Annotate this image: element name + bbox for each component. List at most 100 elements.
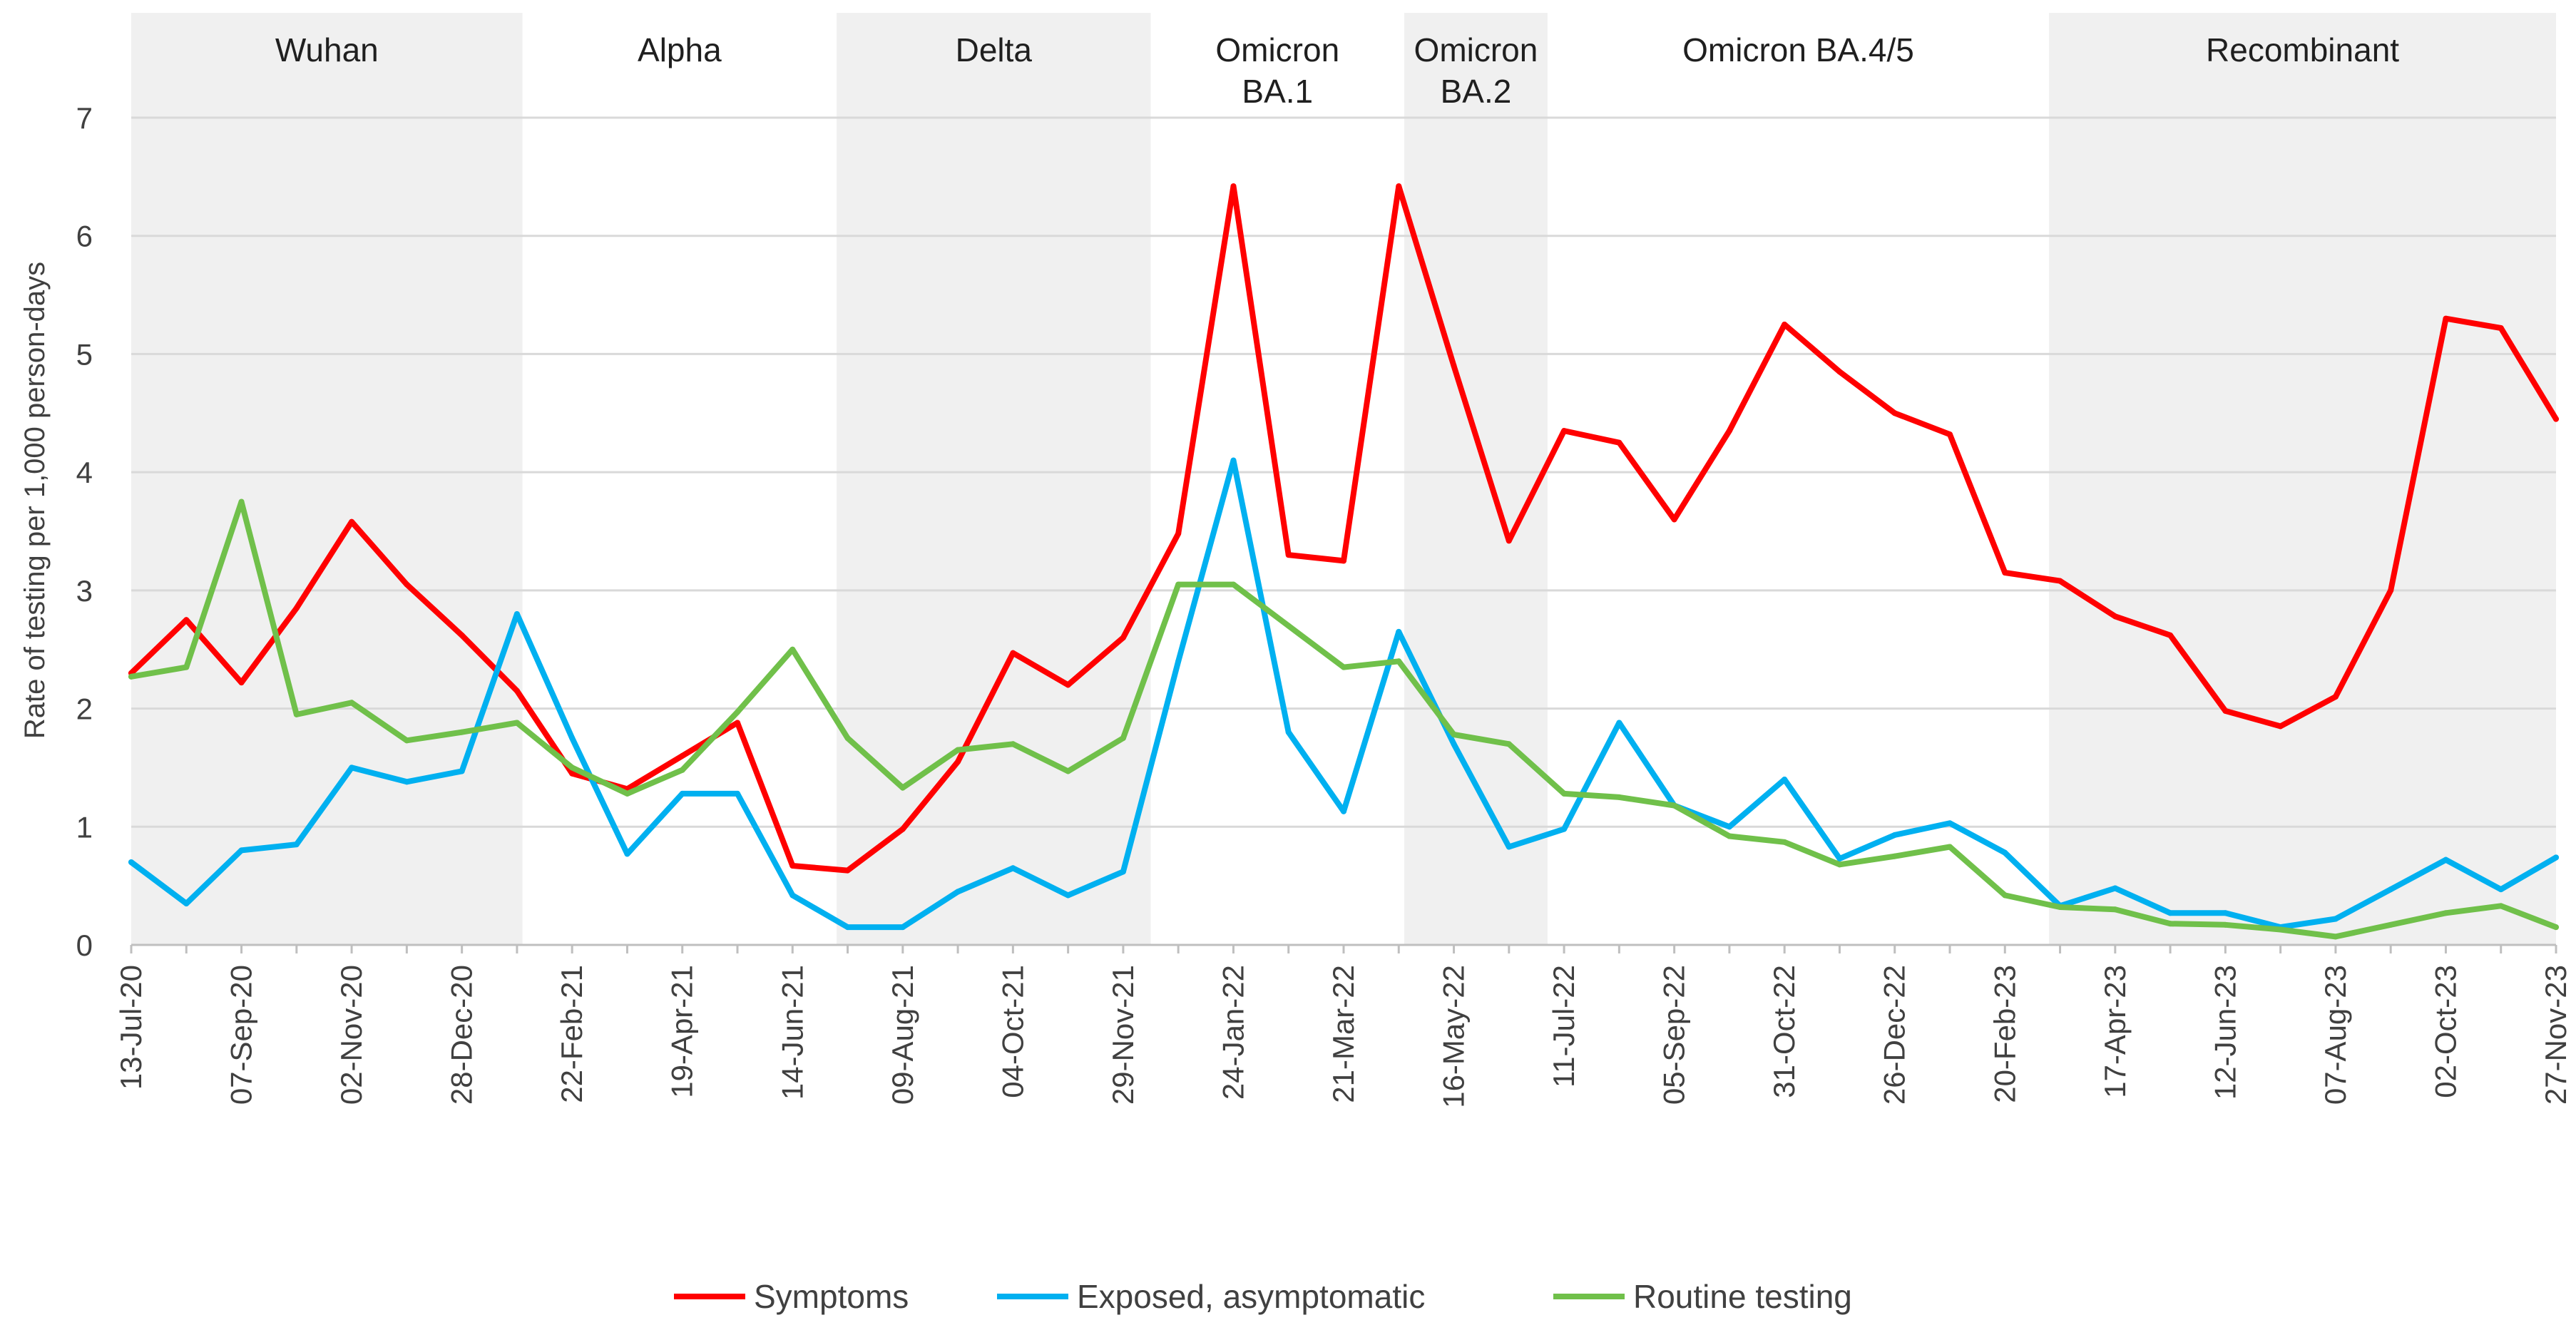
- data-point: [1230, 457, 1237, 464]
- data-point: [844, 924, 851, 931]
- y-tick-label: 1: [76, 810, 93, 844]
- x-tick-label: 26-Dec-22: [1878, 965, 1911, 1105]
- data-point: [2057, 904, 2063, 910]
- data-point: [2277, 723, 2284, 730]
- data-point: [1506, 844, 1512, 850]
- x-tick-label: 07-Aug-23: [2319, 965, 2352, 1105]
- data-point: [789, 892, 796, 899]
- data-point: [789, 862, 796, 869]
- gridlines: [131, 116, 2556, 828]
- y-axis-title: Rate of testing per 1,000 person-days: [19, 262, 51, 739]
- legend: Symptoms Exposed, asymptomatic Routine tes…: [674, 1278, 1852, 1315]
- data-point: [1010, 865, 1016, 871]
- period-label-line: Omicron BA.4/5: [1682, 31, 1914, 68]
- period-label-line: Omicron: [1215, 31, 1339, 68]
- data-point: [624, 790, 630, 797]
- data-point: [1175, 531, 1182, 537]
- period-band: [837, 13, 1151, 945]
- data-point: [1065, 892, 1071, 899]
- period-band: [2049, 13, 2556, 945]
- data-point: [1065, 682, 1071, 688]
- data-point: [349, 700, 355, 706]
- period-label-line: Wuhan: [275, 31, 379, 68]
- data-point: [1506, 538, 1512, 544]
- data-point: [1782, 839, 1788, 845]
- data-point: [2002, 849, 2008, 856]
- series-lines: [128, 183, 2559, 940]
- data-point: [1726, 833, 1732, 839]
- data-point: [1341, 664, 1346, 670]
- data-point: [679, 752, 685, 759]
- x-tick-label: 02-Oct-23: [2428, 965, 2462, 1098]
- data-point: [459, 768, 465, 774]
- data-point: [735, 709, 740, 715]
- period-label: Omicron BA.4/5: [1682, 31, 1914, 68]
- y-tick-label: 7: [76, 101, 93, 135]
- period-label: Recombinant: [2206, 31, 2399, 68]
- period-label-line: Delta: [956, 31, 1033, 68]
- data-point: [183, 901, 190, 906]
- data-point: [1726, 428, 1732, 434]
- x-tick-label: 24-Jan-22: [1216, 965, 1249, 1100]
- y-tick-label: 6: [76, 220, 93, 253]
- period-bands: [131, 13, 2556, 945]
- x-tick-label: 04-Oct-21: [996, 965, 1029, 1098]
- data-point: [1561, 428, 1568, 434]
- data-point: [1285, 729, 1292, 735]
- legend-label: Exposed, asymptomatic: [1077, 1278, 1425, 1315]
- data-point: [1726, 824, 1732, 830]
- data-point: [2443, 910, 2449, 916]
- data-point: [1616, 439, 1622, 446]
- y-tick-label: 3: [76, 574, 93, 608]
- y-axis-ticks: 0 1 2 3 4 5 6 7: [76, 101, 93, 962]
- data-point: [1782, 777, 1788, 782]
- data-point: [349, 518, 355, 525]
- data-point: [1836, 369, 1843, 375]
- data-point: [1671, 802, 1677, 809]
- data-point: [1891, 410, 1898, 416]
- data-point: [899, 924, 906, 931]
- data-point: [2388, 921, 2394, 928]
- data-point: [1836, 861, 1843, 868]
- data-point: [955, 747, 961, 753]
- period-label-line: BA.2: [1441, 73, 1512, 110]
- data-point: [899, 784, 906, 791]
- period-label-line: Omicron: [1414, 31, 1538, 68]
- data-point: [2167, 632, 2174, 638]
- data-point: [735, 720, 740, 726]
- x-tick-label: 14-Jun-21: [775, 965, 809, 1100]
- data-point: [1451, 363, 1457, 369]
- data-point: [1671, 516, 1677, 523]
- data-point: [1120, 635, 1126, 641]
- data-point: [1782, 322, 1788, 327]
- data-point: [1230, 581, 1237, 588]
- x-axis-ticks: 13-Jul-20 07-Sep-20 02-Nov-20 28-Dec-20 22-F…: [114, 945, 2572, 1108]
- x-tick-label: 28-Dec-20: [445, 965, 479, 1105]
- period-label: Delta: [956, 31, 1033, 68]
- x-tick-label: 09-Aug-21: [886, 965, 919, 1105]
- data-point: [1616, 794, 1622, 800]
- data-point: [2112, 906, 2118, 913]
- data-point: [2553, 416, 2559, 422]
- period-label-line: BA.1: [1242, 73, 1313, 110]
- data-point: [128, 673, 134, 680]
- period-label-line: Recombinant: [2206, 31, 2399, 68]
- data-point: [569, 770, 576, 777]
- data-point: [1341, 808, 1346, 814]
- period-label-line: Alpha: [638, 31, 722, 68]
- data-point: [1175, 581, 1182, 588]
- data-point: [238, 847, 245, 854]
- x-tick-label: 12-Jun-23: [2208, 965, 2242, 1100]
- data-point: [1120, 735, 1126, 741]
- data-point: [2498, 903, 2504, 909]
- data-point: [1285, 552, 1292, 558]
- data-point: [293, 711, 300, 717]
- data-point: [128, 859, 134, 865]
- data-point: [2167, 910, 2174, 916]
- data-point: [2498, 886, 2504, 893]
- data-point: [2332, 916, 2339, 922]
- data-point: [2443, 856, 2449, 863]
- data-point: [238, 498, 245, 505]
- data-point: [293, 842, 300, 848]
- data-point: [844, 867, 851, 874]
